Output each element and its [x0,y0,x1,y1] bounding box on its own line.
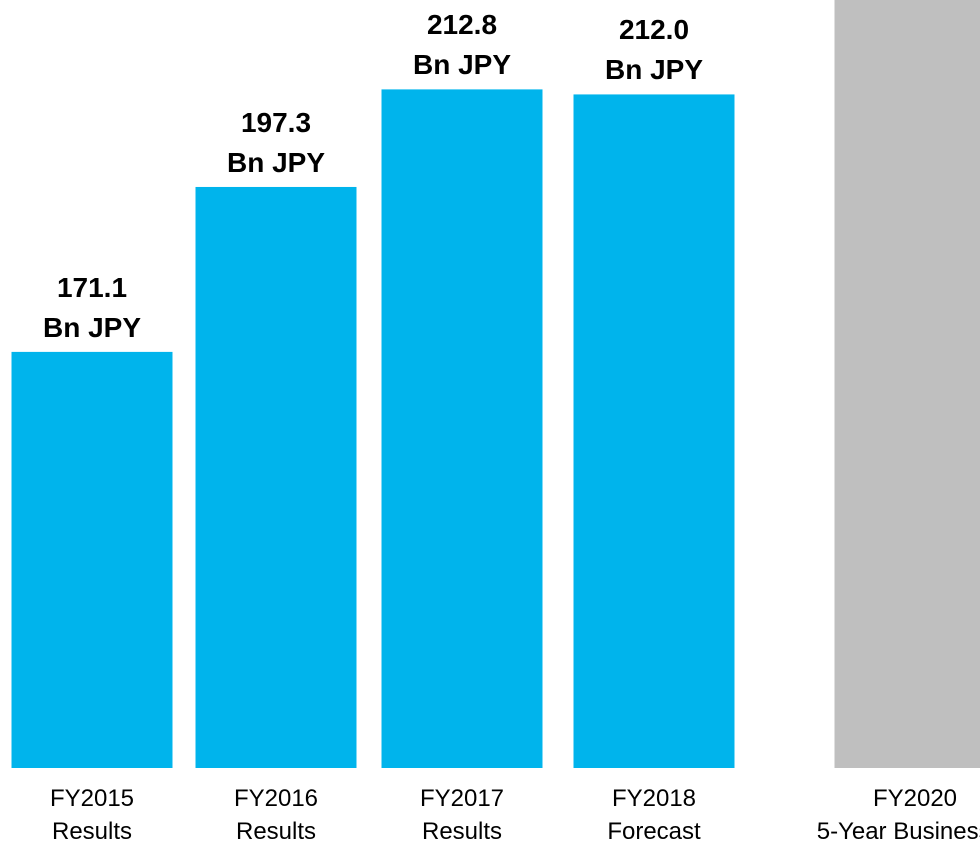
bar [381,89,543,769]
bar [834,0,980,768]
value-label: 197.3 Bn JPY [226,106,326,178]
bar [11,351,173,768]
bar [573,94,735,769]
value-label: 212.8 Bn JPY [412,9,512,81]
value-label: 171.1 Bn JPY [42,271,142,343]
bar [195,186,357,768]
x-tick-label: FY2017 Results [419,785,505,845]
x-tick-label: FY2015 Results [49,785,135,845]
value-label: 212.0 Bn JPY [604,14,704,86]
x-tick-label: FY2020 5-Year Business P [816,785,980,845]
x-tick-label: FY2016 Results [233,785,319,845]
x-tick-label: FY2018 Forecast [607,785,701,845]
